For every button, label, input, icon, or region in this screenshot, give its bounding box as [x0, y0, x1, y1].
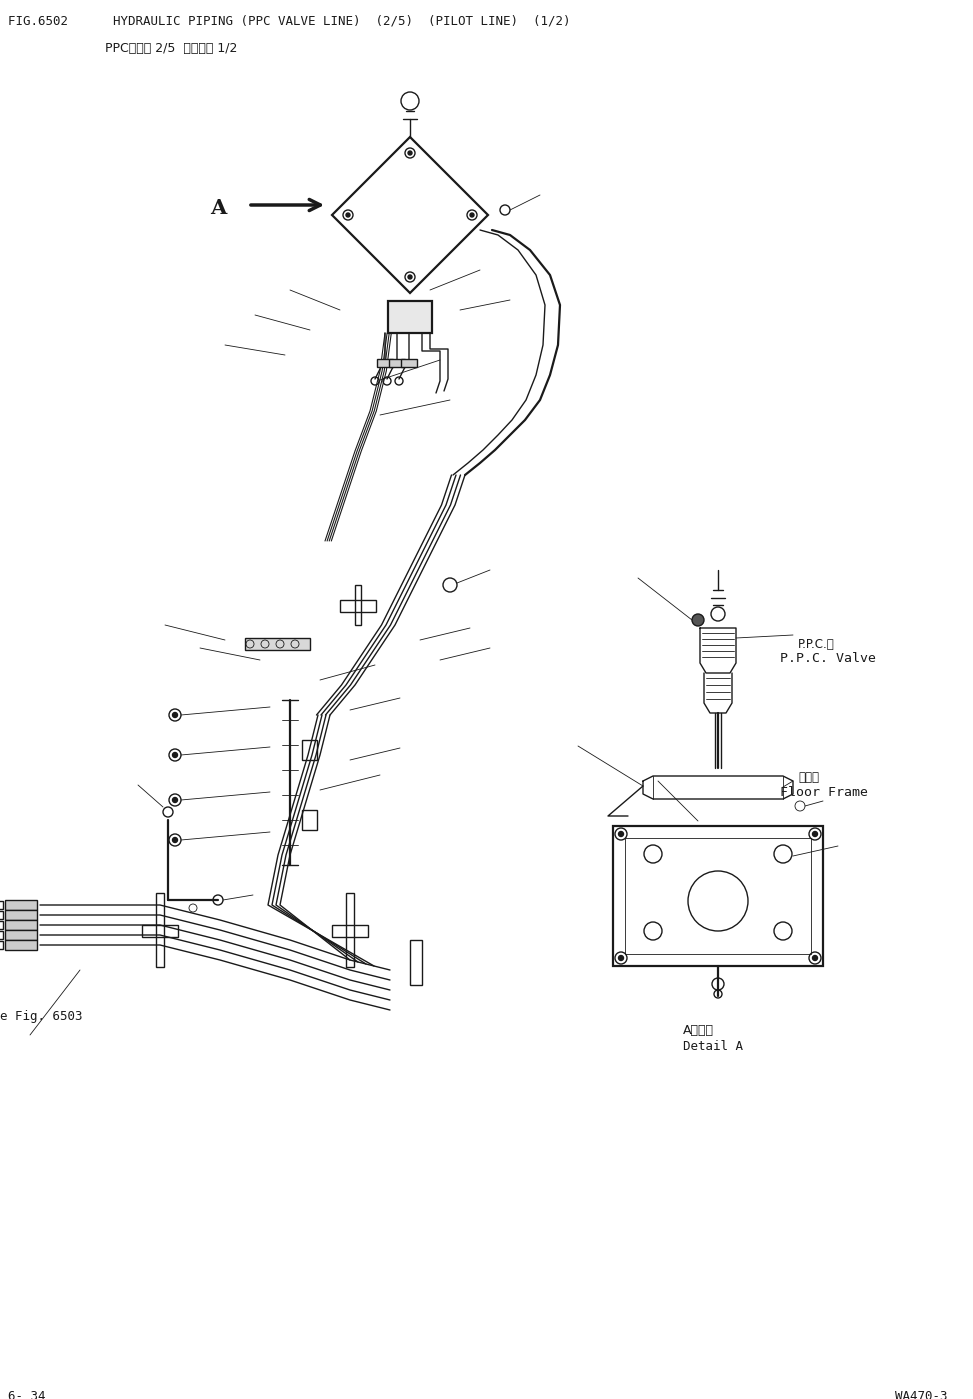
Text: P.P.C.阀: P.P.C.阀	[798, 638, 835, 651]
Bar	[332, 925, 368, 937]
Circle shape	[408, 151, 412, 155]
Text: See Fig. 6503: See Fig. 6503	[0, 1010, 83, 1023]
Circle shape	[172, 753, 177, 757]
Text: A部详细: A部详细	[682, 1024, 713, 1037]
Circle shape	[692, 614, 704, 625]
Bar	[5, 909, 37, 921]
Bar	[5, 921, 37, 930]
Bar	[340, 600, 376, 611]
Bar	[0, 911, 3, 919]
Text: A: A	[210, 199, 227, 218]
Circle shape	[470, 213, 474, 217]
Bar	[156, 893, 164, 967]
Circle shape	[346, 213, 350, 217]
Bar	[245, 638, 310, 651]
Bar	[625, 838, 811, 954]
Bar	[0, 901, 3, 909]
Text: WA470-3: WA470-3	[895, 1391, 948, 1399]
Text: 地板架: 地板架	[798, 771, 819, 783]
Text: Detail A: Detail A	[683, 1039, 743, 1053]
Bar	[142, 925, 178, 937]
Bar	[346, 893, 354, 967]
Bar	[410, 940, 422, 985]
Text: 6- 34: 6- 34	[8, 1391, 46, 1399]
Text: Floor Frame: Floor Frame	[780, 786, 868, 799]
Bar	[401, 360, 417, 367]
Circle shape	[172, 838, 177, 842]
Bar	[0, 942, 3, 949]
Bar	[355, 585, 361, 625]
Bar	[388, 301, 432, 333]
Circle shape	[172, 712, 177, 718]
Text: PPC阀管路 2/5  先导管路 1/2: PPC阀管路 2/5 先导管路 1/2	[105, 42, 237, 55]
Bar	[302, 740, 317, 760]
Circle shape	[619, 831, 624, 837]
Text: P.P.C. Valve: P.P.C. Valve	[780, 652, 876, 665]
Bar	[5, 900, 37, 909]
Text: FIG.6502      HYDRAULIC PIPING (PPC VALVE LINE)  (2/5)  (PILOT LINE)  (1/2): FIG.6502 HYDRAULIC PIPING (PPC VALVE LIN…	[8, 14, 570, 27]
Bar	[0, 930, 3, 939]
Bar	[377, 360, 393, 367]
Circle shape	[812, 956, 817, 961]
Circle shape	[408, 276, 412, 278]
Circle shape	[619, 956, 624, 961]
Bar	[389, 360, 405, 367]
Bar	[5, 940, 37, 950]
Bar	[613, 825, 823, 965]
Bar	[302, 810, 317, 830]
Bar	[0, 921, 3, 929]
Bar	[5, 930, 37, 940]
Circle shape	[812, 831, 817, 837]
Circle shape	[172, 797, 177, 803]
